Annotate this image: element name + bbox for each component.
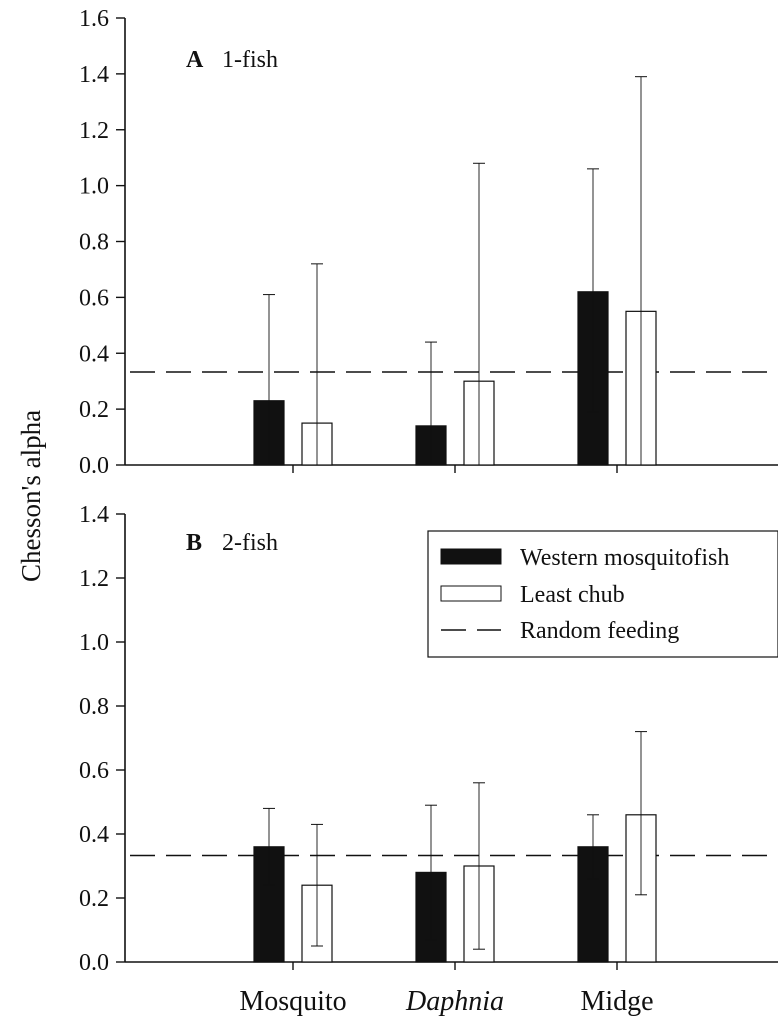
y-tick-label: 1.0 (79, 630, 109, 656)
y-tick-label: 0.0 (79, 950, 109, 976)
panel-a: 0.0 0.2 0.4 0.6 0.8 1.0 1.2 1.4 1.6 A 1-fish (79, 6, 778, 479)
y-tick-label: 1.0 (79, 174, 109, 200)
y-tick-label: 0.0 (79, 453, 109, 479)
x-axis-labels: Mosquito Daphnia Midge (239, 986, 653, 1017)
y-tick-label: 0.8 (79, 694, 109, 720)
y-tick-label: 1.2 (79, 566, 109, 592)
y-tick-label: 1.4 (79, 502, 109, 528)
panel-title: 1-fish (222, 47, 278, 73)
panel-b: 0.0 0.2 0.4 0.6 0.8 1.0 1.2 1.4 B 2-fish (79, 502, 778, 976)
y-tick-label: 1.2 (79, 118, 109, 144)
y-tick-label: 1.6 (79, 6, 109, 32)
legend-label: Least chub (520, 582, 625, 608)
legend-swatch-least-chub (440, 585, 502, 602)
legend-label: Random feeding (520, 618, 679, 644)
x-category-label: Midge (580, 986, 653, 1017)
y-tick-label: 1.4 (79, 62, 109, 88)
legend-swatch-western-mosquitofish (440, 548, 502, 565)
x-category-label: Daphnia (405, 986, 504, 1017)
y-tick-label: 0.2 (79, 397, 109, 423)
y-tick-label: 0.6 (79, 758, 109, 784)
y-tick-label: 0.4 (79, 822, 109, 848)
legend-label: Western mosquitofish (520, 545, 729, 571)
panel-letter: B (186, 530, 202, 556)
y-tick-label: 0.4 (79, 341, 109, 367)
y-tick-label: 0.6 (79, 285, 109, 311)
panel-title: 2-fish (222, 530, 278, 556)
panel-letter: A (186, 47, 204, 73)
y-axis-title: Chesson's alpha (16, 410, 46, 582)
y-tick-label: 0.8 (79, 230, 109, 256)
y-tick-label: 0.2 (79, 886, 109, 912)
x-category-label: Mosquito (239, 986, 346, 1017)
legend: Western mosquitofish Least chub Random fee… (427, 530, 778, 658)
